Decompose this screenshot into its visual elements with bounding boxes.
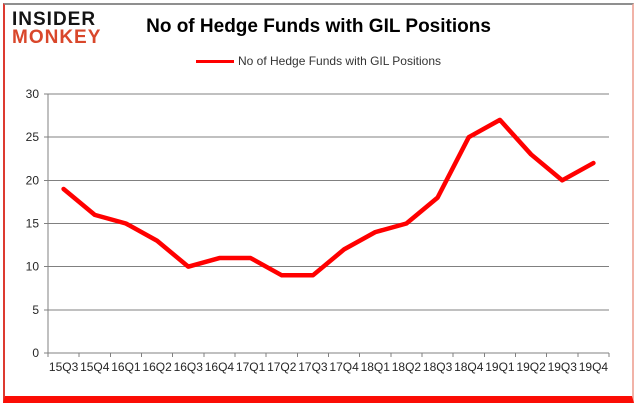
x-tick-label: 16Q4 bbox=[205, 360, 235, 374]
x-tick-label: 17Q4 bbox=[329, 360, 359, 374]
x-tick-label: 15Q4 bbox=[80, 360, 110, 374]
x-tick-label: 19Q2 bbox=[516, 360, 546, 374]
insider-monkey-logo: INSIDER MONKEY bbox=[12, 9, 102, 48]
x-tick-label: 19Q3 bbox=[548, 360, 578, 374]
x-tick-label: 15Q3 bbox=[49, 360, 79, 374]
chart-title: No of Hedge Funds with GIL Positions bbox=[146, 16, 491, 37]
x-tick-label: 19Q4 bbox=[579, 360, 609, 374]
x-tick-label: 18Q2 bbox=[392, 360, 422, 374]
y-tick-label: 5 bbox=[32, 303, 39, 317]
x-tick-label: 17Q1 bbox=[236, 360, 266, 374]
logo-text-monkey: MONKEY bbox=[12, 27, 102, 48]
x-tick-label: 16Q3 bbox=[174, 360, 204, 374]
y-tick-label: 0 bbox=[32, 346, 39, 360]
y-tick-label: 30 bbox=[26, 87, 40, 101]
x-tick-label: 16Q2 bbox=[142, 360, 172, 374]
x-tick-label: 17Q3 bbox=[298, 360, 328, 374]
x-tick-label: 18Q3 bbox=[423, 360, 453, 374]
y-tick-label: 25 bbox=[26, 130, 40, 144]
x-tick-label: 18Q1 bbox=[361, 360, 391, 374]
chart-legend: No of Hedge Funds with GIL Positions bbox=[0, 54, 637, 68]
logo-text-insider: INSIDER bbox=[12, 9, 97, 30]
x-tick-label: 17Q2 bbox=[267, 360, 297, 374]
legend-line-marker bbox=[196, 59, 234, 63]
y-tick-label: 15 bbox=[26, 217, 40, 231]
y-tick-label: 20 bbox=[26, 173, 40, 187]
series-line bbox=[61, 117, 596, 278]
x-tick-label: 19Q1 bbox=[485, 360, 515, 374]
x-tick-label: 18Q4 bbox=[454, 360, 484, 374]
y-tick-label: 10 bbox=[26, 260, 40, 274]
chart-card-frame bbox=[3, 3, 634, 403]
x-tick-label: 16Q1 bbox=[111, 360, 141, 374]
legend-label: No of Hedge Funds with GIL Positions bbox=[238, 54, 441, 68]
